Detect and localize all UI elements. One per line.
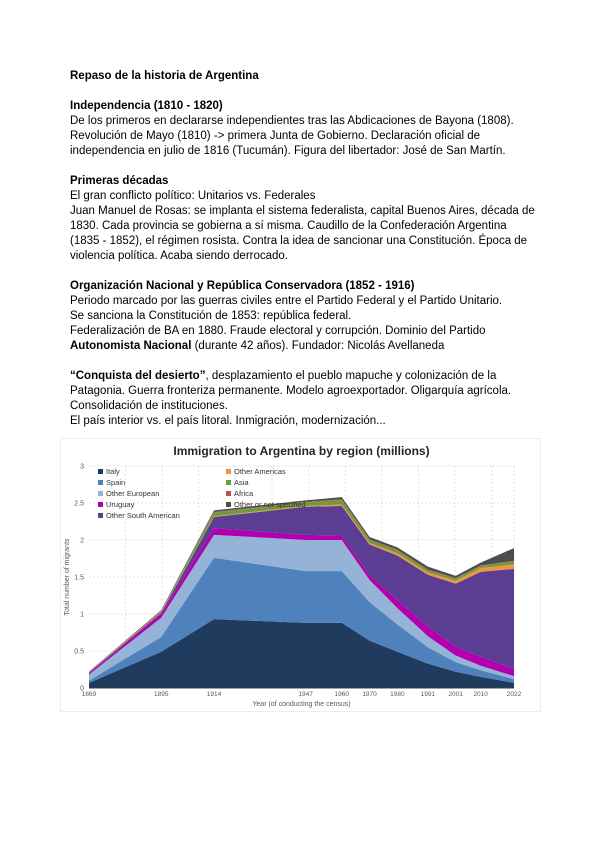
text-run: , desplazamiento el pueblo mapuche y col… [70, 370, 512, 427]
legend-swatch-other-south-american [98, 513, 103, 518]
document-title: Repaso de la historia de Argentina [70, 70, 259, 82]
section-heading: Primeras décadas [70, 175, 169, 187]
legend-item-africa: Africa [234, 489, 254, 498]
y-axis-tick-label: 0.5 [74, 649, 84, 656]
legend-swatch-africa [226, 491, 231, 496]
y-axis-tick-label: 2 [80, 538, 84, 545]
legend-item-other-or-not-specified: Other or not specified [234, 500, 306, 509]
area-spain [89, 557, 514, 683]
x-axis-tick-label: 1960 [335, 691, 350, 698]
x-axis-tick-label: 1980 [390, 691, 405, 698]
section-heading: Organización Nacional y República Conser… [70, 280, 415, 292]
legend-swatch-uruguay [98, 502, 103, 507]
legend-swatch-spain [98, 480, 103, 485]
text-run: De los primeros en declararse independie… [70, 115, 517, 157]
paragraph: De los primeros en declararse independie… [70, 114, 537, 159]
x-axis-tick-label: 2010 [473, 691, 488, 698]
bold-text-run: “Conquista del desierto” [70, 370, 206, 382]
legend-item-other-european: Other European [106, 489, 159, 498]
area-italy [89, 619, 514, 688]
chart-title: Immigration to Argentina by region (mill… [173, 444, 429, 458]
section-organizacion-nacional: Organización Nacional y República Conser… [70, 279, 537, 354]
y-axis-tick-label: 1.5 [74, 575, 84, 582]
text-run: El gran conflicto político: Unitarios vs… [70, 190, 535, 262]
paragraph: Periodo marcado por las guerras civiles … [70, 294, 537, 354]
y-axis-tick-label: 3 [80, 464, 84, 471]
x-axis-tick-label: 2001 [448, 691, 463, 698]
y-axis-tick-label: 0 [80, 686, 84, 693]
legend-swatch-other-americas [226, 469, 231, 474]
legend-swatch-other-european [98, 491, 103, 496]
paragraph: “Conquista del desierto”, desplazamiento… [70, 369, 537, 429]
text-run: Periodo marcado por las guerras civiles … [70, 295, 503, 337]
immigration-chart-svg: 0 0.5 1 1.5 2 2.5 3 1869 1895 1914 1947 1960 1970 198… [64, 444, 522, 708]
y-axis-title: Total number of migrants [64, 538, 71, 616]
paragraph: El gran conflicto político: Unitarios vs… [70, 189, 537, 264]
x-axis-title: Year (of conducting the census) [252, 701, 350, 708]
section-conquista-del-desierto: “Conquista del desierto”, desplazamiento… [70, 369, 537, 429]
legend-swatch-italy [98, 469, 103, 474]
legend-swatch-other-or-not-specified [226, 502, 231, 507]
text-run: (durante 42 años). Fundador: Nicolás Ave… [191, 340, 445, 352]
legend-swatch-asia [226, 480, 231, 485]
area-other-european [89, 534, 514, 681]
y-axis-tick-label: 1 [80, 612, 84, 619]
area-uruguay [89, 528, 514, 677]
x-axis-tick-label: 2022 [507, 691, 522, 698]
y-axis-tick-label: 2.5 [74, 501, 84, 508]
legend-item-italy: Italy [106, 467, 120, 476]
immigration-chart: 0 0.5 1 1.5 2 2.5 3 1869 1895 1914 1947 1960 1970 198… [60, 438, 541, 712]
bold-text-run: Autonomista Nacional [70, 340, 192, 352]
legend-item-other-south-american: Other South American [106, 511, 180, 520]
x-axis-tick-label: 1914 [207, 691, 222, 698]
section-independencia: Independencia (1810 - 1820) De los prime… [70, 99, 537, 159]
x-axis-tick-label: 1869 [82, 691, 97, 698]
x-axis-tick-label: 1895 [154, 691, 169, 698]
section-primeras-decadas: Primeras décadas El gran conflicto polít… [70, 174, 537, 264]
legend-item-uruguay: Uruguay [106, 500, 135, 509]
legend-item-other-americas: Other Americas [234, 467, 286, 476]
x-axis-tick-label: 1970 [362, 691, 377, 698]
legend-item-spain: Spain [106, 478, 125, 487]
legend-item-asia: Asia [234, 478, 249, 487]
section-heading: Independencia (1810 - 1820) [70, 100, 223, 112]
x-axis-tick-label: 1991 [421, 691, 436, 698]
area-other-south-american [89, 505, 514, 674]
x-axis-tick-label: 1947 [298, 691, 313, 698]
document-text-column: Repaso de la historia de Argentina Indep… [70, 69, 537, 444]
